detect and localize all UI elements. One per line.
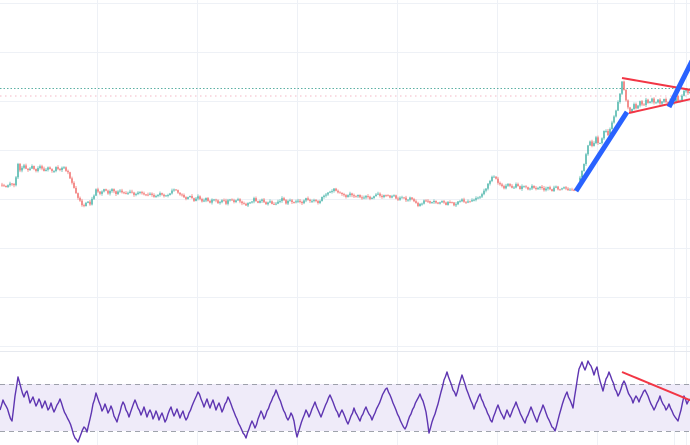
candlestick-series	[1, 80, 690, 208]
blue-trend-line-2[interactable]	[666, 59, 690, 109]
triangle-lower-line[interactable]	[628, 98, 690, 114]
rsi-line[interactable]	[0, 360, 690, 443]
blue-trend-line-1[interactable]	[573, 110, 630, 193]
rsi-trend-line[interactable]	[621, 371, 690, 402]
